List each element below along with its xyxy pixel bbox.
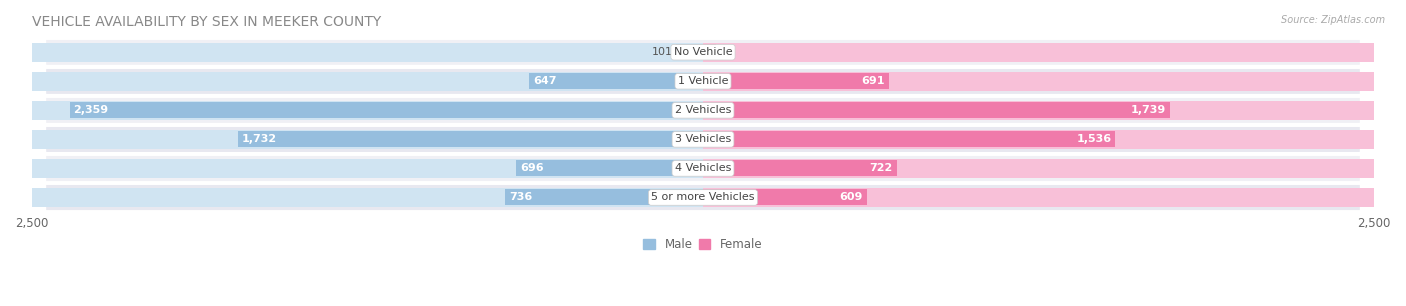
- Text: 609: 609: [839, 192, 862, 203]
- Bar: [703, 130, 1374, 149]
- Bar: [32, 159, 703, 178]
- Text: 1,739: 1,739: [1130, 105, 1166, 115]
- Bar: [703, 189, 866, 205]
- Bar: [32, 188, 703, 207]
- Bar: [505, 189, 703, 205]
- Text: 4 Vehicles: 4 Vehicles: [675, 163, 731, 174]
- Bar: [32, 43, 703, 62]
- Bar: [703, 72, 1374, 91]
- Bar: [703, 43, 1374, 62]
- Legend: Male, Female: Male, Female: [638, 233, 768, 256]
- Bar: [703, 131, 1115, 147]
- Bar: [703, 188, 1374, 207]
- Text: 101: 101: [651, 47, 672, 57]
- Bar: [703, 73, 889, 89]
- Text: No Vehicle: No Vehicle: [673, 47, 733, 57]
- Bar: [703, 101, 1374, 120]
- Bar: [516, 160, 703, 176]
- Bar: [676, 44, 703, 60]
- FancyBboxPatch shape: [45, 68, 1361, 95]
- FancyBboxPatch shape: [45, 126, 1361, 153]
- Text: 1 Vehicle: 1 Vehicle: [678, 76, 728, 86]
- FancyBboxPatch shape: [45, 184, 1361, 211]
- Bar: [238, 131, 703, 147]
- Bar: [32, 101, 703, 120]
- Bar: [32, 72, 703, 91]
- FancyBboxPatch shape: [45, 97, 1361, 124]
- Text: 1,536: 1,536: [1077, 134, 1111, 144]
- Bar: [703, 44, 717, 60]
- Bar: [32, 130, 703, 149]
- Text: 696: 696: [520, 163, 544, 174]
- FancyBboxPatch shape: [45, 155, 1361, 182]
- Text: 1,732: 1,732: [242, 134, 277, 144]
- Text: 2 Vehicles: 2 Vehicles: [675, 105, 731, 115]
- Text: 722: 722: [869, 163, 893, 174]
- Text: 736: 736: [509, 192, 533, 203]
- Text: VEHICLE AVAILABILITY BY SEX IN MEEKER COUNTY: VEHICLE AVAILABILITY BY SEX IN MEEKER CO…: [32, 15, 381, 29]
- Bar: [703, 159, 1374, 178]
- FancyBboxPatch shape: [45, 39, 1361, 66]
- Bar: [529, 73, 703, 89]
- Text: 647: 647: [533, 76, 557, 86]
- Text: 3 Vehicles: 3 Vehicles: [675, 134, 731, 144]
- Text: 5 or more Vehicles: 5 or more Vehicles: [651, 192, 755, 203]
- Text: 691: 691: [860, 76, 884, 86]
- Bar: [703, 102, 1170, 118]
- Text: 50: 50: [720, 47, 734, 57]
- Text: 2,359: 2,359: [73, 105, 108, 115]
- Text: Source: ZipAtlas.com: Source: ZipAtlas.com: [1281, 15, 1385, 25]
- Bar: [703, 160, 897, 176]
- Bar: [69, 102, 703, 118]
